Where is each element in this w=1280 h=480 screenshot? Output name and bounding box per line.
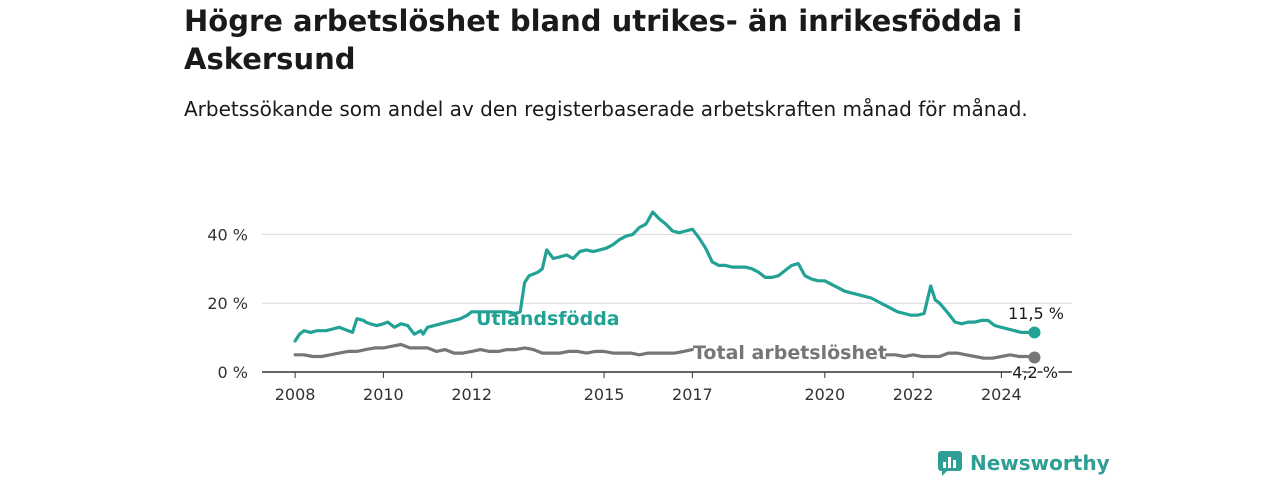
x-tick-label: 2015 [584, 385, 625, 404]
series-labels: Utlandsfödda Total arbetslöshet 11,5 % 4,2 … [476, 302, 1066, 384]
series-line-utlandsfodda [293, 210, 1037, 343]
y-tick-label: 40 % [207, 225, 248, 244]
chart-title: Högre arbetslöshet bland utrikes- än inr… [184, 4, 1023, 76]
brand-name: Newsworthy [970, 451, 1110, 475]
series-name-label: Utlandsfödda [476, 308, 620, 330]
x-tick-label: 2020 [804, 385, 845, 404]
series-line-total [885, 351, 1037, 360]
newsworthy-brand: Newsworthy [937, 449, 1110, 477]
series-name-label: Total arbetslöshet [693, 342, 887, 364]
series-line-total [293, 342, 694, 359]
y-tick-label: 20 % [207, 294, 248, 313]
x-tick-label: 2012 [451, 385, 492, 404]
newsworthy-logo-icon [938, 451, 962, 476]
series-end-point [1028, 351, 1041, 364]
line-chart: 0 % 20 % 40 % 2008 2010 2012 2015 2017 2020 2022… [207, 210, 1072, 404]
y-axis: 0 % 20 % 40 % [207, 225, 248, 382]
x-tick-label: 2010 [363, 385, 404, 404]
x-axis: 2008 2010 2012 2015 2017 2020 2022 2024 [275, 372, 1022, 404]
x-tick-label: 2008 [275, 385, 316, 404]
y-tick-label: 0 % [218, 363, 248, 382]
x-tick-label: 2024 [981, 385, 1022, 404]
x-tick-label: 2022 [893, 385, 934, 404]
chart-subtitle: Arbetssökande som andel av den registerb… [184, 97, 1028, 121]
series-end-point [1028, 326, 1041, 339]
end-value-label: 4,2 % [1012, 363, 1058, 382]
series [293, 210, 1041, 364]
x-tick-label: 2017 [672, 385, 713, 404]
gridlines [262, 233, 1072, 373]
end-value-label: 11,5 % [1008, 304, 1064, 323]
